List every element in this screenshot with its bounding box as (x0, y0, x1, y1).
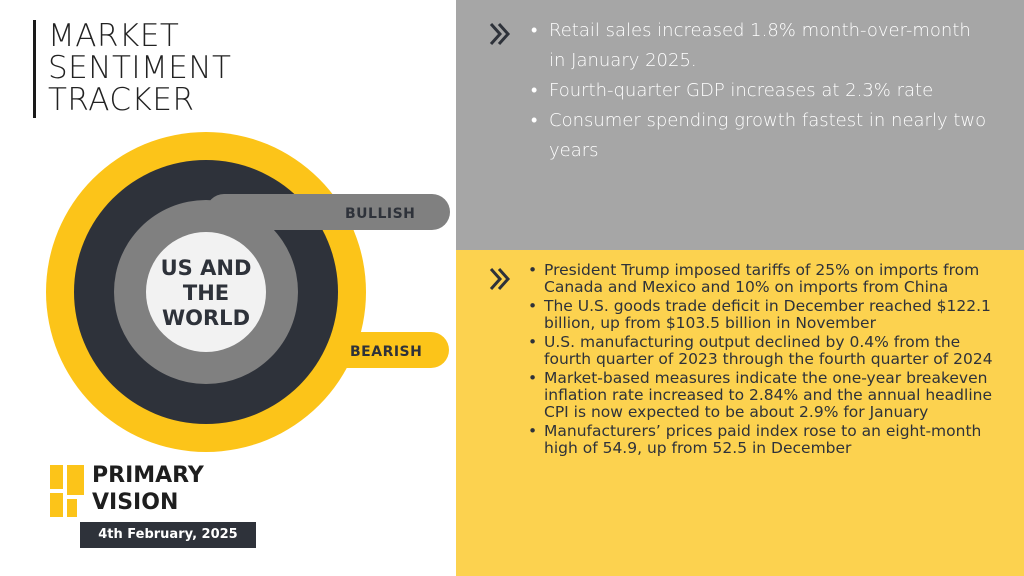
list-item: President Trump imposed tariffs of 25% o… (528, 262, 1008, 296)
list-item: The U.S. goods trade deficit in December… (528, 298, 1008, 332)
double-chevron-right-icon (489, 267, 511, 291)
list-item: Consumer spending growth fastest in near… (531, 106, 991, 166)
primary-vision-logo-mark (50, 465, 84, 517)
brand-name-line: VISION (92, 490, 179, 515)
list-item: U.S. manufacturing output declined by 0.… (528, 334, 1008, 368)
sentiment-gauge: BULLISH BEARISH US AND THE WORLD (46, 132, 450, 452)
left-panel: MARKET SENTIMENT TRACKER BULLISH BEARISH… (0, 0, 456, 576)
gauge-center-line: THE (183, 281, 229, 305)
bullish-bar (206, 194, 450, 230)
title-line: MARKET (48, 18, 180, 54)
brand-name-line: PRIMARY (92, 463, 204, 488)
bullish-points-list: Retail sales increased 1.8% month-over-m… (531, 16, 991, 166)
date-badge: 4th February, 2025 (80, 522, 256, 548)
list-item: Manufacturers’ prices paid index rose to… (528, 423, 1008, 457)
list-item: Fourth-quarter GDP increases at 2.3% rat… (531, 76, 991, 106)
double-chevron-right-icon (489, 22, 511, 46)
title-accent-bar (33, 20, 36, 118)
bearish-label: BEARISH (350, 344, 422, 360)
gauge-center-line: WORLD (162, 306, 250, 330)
page-title: MARKET SENTIMENT TRACKER (48, 20, 232, 116)
bearish-points-list: President Trump imposed tariffs of 25% o… (528, 262, 1008, 459)
brand-logo: PRIMARY VISION (92, 462, 204, 516)
gauge-center (146, 232, 266, 352)
title-line: SENTIMENT (48, 50, 232, 86)
title-line: TRACKER (48, 82, 195, 118)
list-item: Market-based measures indicate the one-y… (528, 370, 1008, 421)
bullish-label: BULLISH (345, 206, 415, 222)
gauge-center-line: US AND (161, 256, 252, 280)
list-item: Retail sales increased 1.8% month-over-m… (531, 16, 991, 76)
